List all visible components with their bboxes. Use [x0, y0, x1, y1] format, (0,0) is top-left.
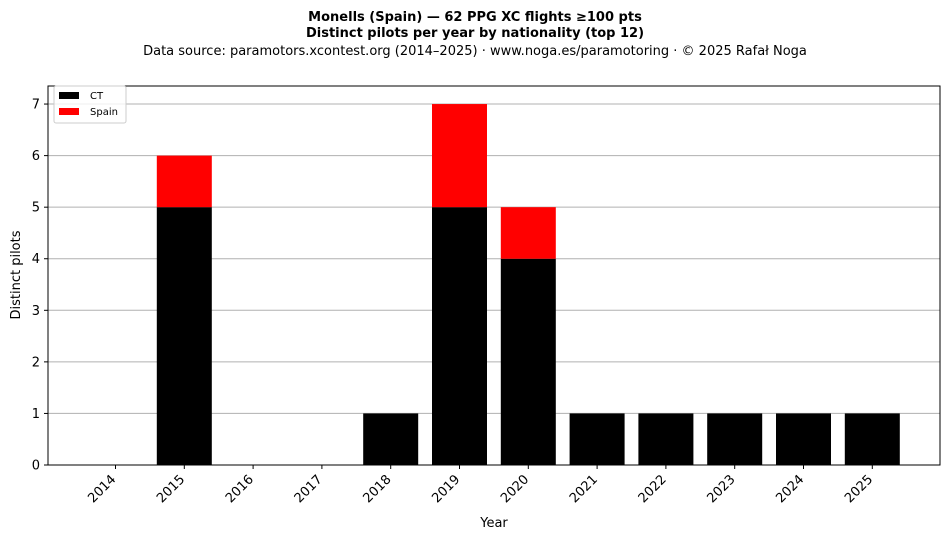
x-tick-label: 2019 [429, 472, 463, 506]
x-tick-label: 2022 [636, 472, 670, 506]
y-tick-label: 0 [32, 459, 40, 474]
x-tick-label: 2017 [292, 472, 326, 506]
bar-ct-2023 [707, 413, 763, 465]
chart-subtitle: Distinct pilots per year by nationality … [306, 26, 644, 41]
bar-ct-2020 [500, 258, 556, 465]
y-tick-label: 3 [32, 304, 40, 319]
x-tick-label: 2020 [498, 472, 532, 506]
x-tick-label: 2023 [705, 472, 739, 506]
x-tick-label: 2016 [223, 472, 257, 506]
x-tick-label: 2021 [567, 472, 601, 506]
y-axis-title: Distinct pilots [9, 230, 24, 319]
bars [156, 104, 900, 465]
chart-title: Monells (Spain) — 62 PPG XC flights ≥100… [308, 10, 642, 25]
x-tick-label: 2024 [773, 472, 807, 506]
x-tick-label: 2018 [361, 472, 395, 506]
legend-label-ct: CT [90, 91, 104, 102]
y-tick-label: 5 [32, 201, 40, 216]
y-tick-label: 4 [32, 252, 40, 267]
legend-label-spain: Spain [90, 107, 118, 118]
legend: CT Spain [53, 85, 127, 124]
legend-swatch-ct [59, 92, 79, 99]
bar-ct-2018 [363, 413, 419, 465]
bar-ct-2021 [569, 413, 625, 465]
y-tick-label: 2 [32, 355, 40, 370]
bar-ct-2025 [844, 413, 900, 465]
y-tick-label: 6 [32, 149, 40, 164]
y-tick-label: 1 [32, 407, 40, 422]
y-tick-label: 7 [32, 98, 40, 113]
x-tick-label: 2015 [154, 472, 188, 506]
x-axis-title: Year [479, 516, 508, 531]
bar-ct-2022 [638, 413, 694, 465]
bar-ct-2019 [432, 207, 487, 465]
bar-ct-2024 [776, 413, 831, 465]
plot-frame [47, 85, 941, 466]
y-axis: 0 1 2 3 4 5 6 7 [32, 98, 48, 474]
bar-spain-2015 [156, 155, 212, 208]
bar-ct-2015 [156, 207, 212, 465]
x-axis: 2014 2015 2016 2017 2018 2019 2020 2021 2022 2023… [85, 465, 876, 506]
chart-source: Data source: paramotors.xcontest.org (20… [143, 44, 807, 59]
x-tick-label: 2014 [85, 472, 119, 506]
x-tick-label: 2025 [842, 472, 876, 506]
legend-swatch-spain [59, 108, 79, 115]
bar-spain-2019 [432, 104, 487, 208]
bar-spain-2020 [500, 207, 556, 259]
